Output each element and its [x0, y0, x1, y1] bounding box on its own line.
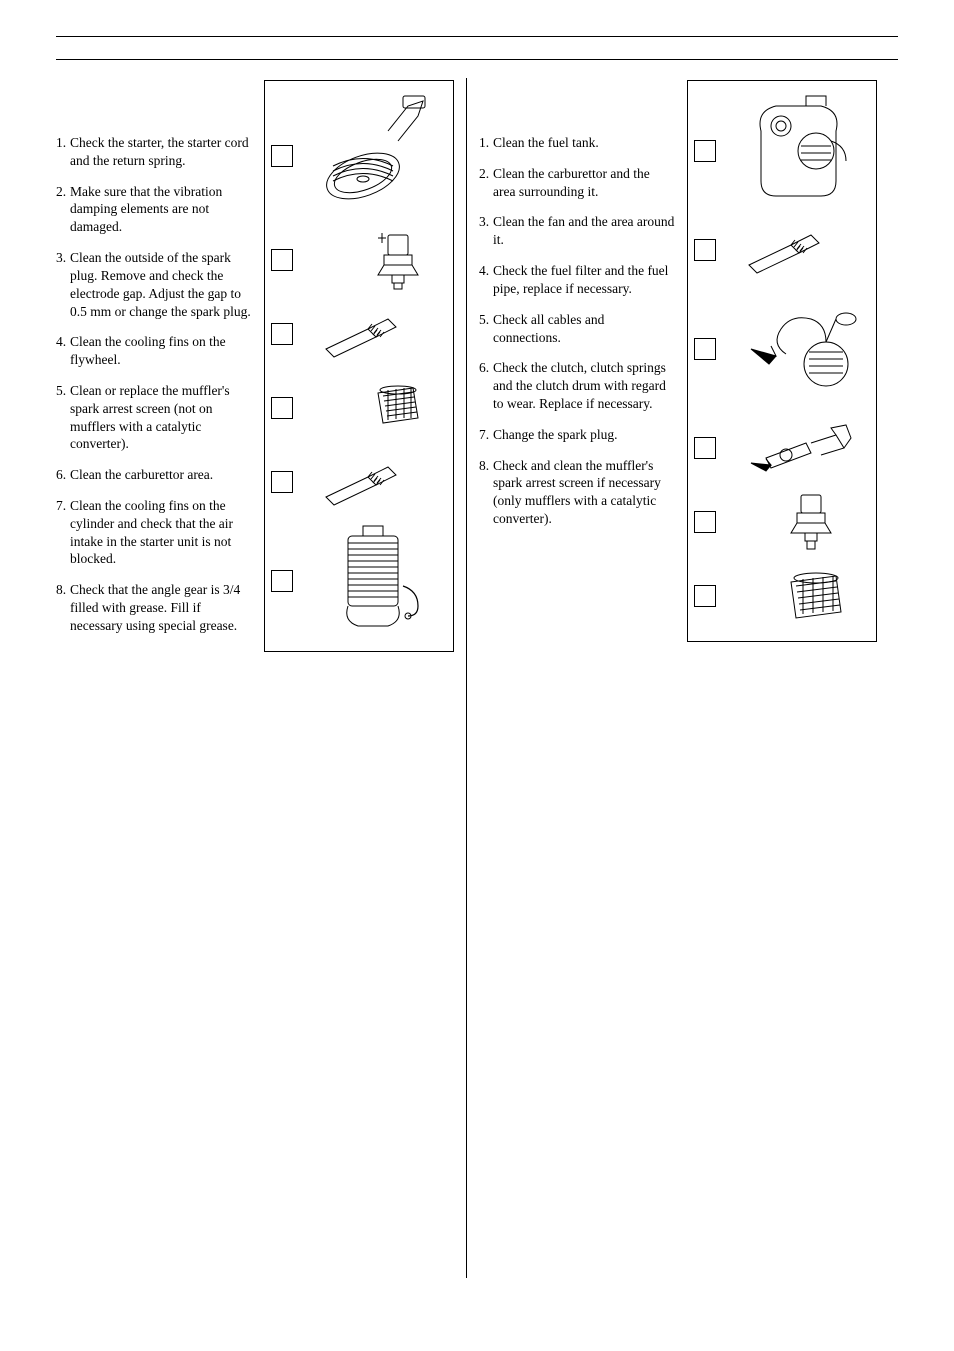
- list-item: Check that the angle gear is 3/4 filled …: [56, 581, 252, 634]
- figure-row: [271, 447, 447, 517]
- brush-illustration: [299, 457, 447, 507]
- list-item: Check and clean the muffler's spark arre…: [479, 457, 675, 528]
- content-columns: Check the starter, the starter cord and …: [56, 78, 898, 1278]
- list-text: Clean the outside of the spark plug. Rem…: [70, 250, 251, 318]
- brush-illustration: [722, 225, 870, 275]
- list-text: Change the spark plug.: [493, 427, 617, 442]
- figure-row: [271, 299, 447, 369]
- list-text: Clean the cooling fins on the cylinder a…: [70, 498, 233, 566]
- brush-illustration: [299, 309, 447, 359]
- list-text: Check and clean the muffler's spark arre…: [493, 458, 661, 526]
- checkbox[interactable]: [271, 397, 293, 419]
- list-item: Clean the fan and the area around it.: [479, 213, 675, 249]
- figure-row: [694, 91, 870, 211]
- list-item: Clean the cooling fins on the cylinder a…: [56, 497, 252, 568]
- list-text: Check the clutch, clutch springs and the…: [493, 360, 666, 411]
- list-text: Check the fuel filter and the fuel pipe,…: [493, 263, 668, 296]
- list-item: Check all cables and connections.: [479, 311, 675, 347]
- figure-row: [694, 487, 870, 557]
- checkbox[interactable]: [694, 437, 716, 459]
- left-text-column: Check the starter, the starter cord and …: [56, 78, 252, 1278]
- cylinder-fins-illustration: [299, 521, 447, 641]
- checkbox[interactable]: [694, 140, 716, 162]
- list-text: Check the starter, the starter cord and …: [70, 135, 249, 168]
- checkbox[interactable]: [271, 145, 293, 167]
- right-list: Clean the fuel tank. Clean the carburett…: [479, 134, 675, 528]
- list-item: Clean the carburettor area.: [56, 466, 252, 484]
- checkbox[interactable]: [271, 570, 293, 592]
- list-text: Clean the cooling fins on the flywheel.: [70, 334, 226, 367]
- starter-illustration: [299, 91, 447, 221]
- checkbox[interactable]: [694, 511, 716, 533]
- list-text: Clean the carburettor and the area surro…: [493, 166, 650, 199]
- figure-row: [694, 289, 870, 409]
- list-text: Clean the carburettor area.: [70, 467, 213, 482]
- checkbox[interactable]: [694, 585, 716, 607]
- list-item: Clean the outside of the spark plug. Rem…: [56, 249, 252, 320]
- clutch-illustration: [722, 413, 870, 483]
- fuel-filter-illustration: [722, 294, 870, 404]
- right-figure-column: [687, 78, 877, 1278]
- list-item: Change the spark plug.: [479, 426, 675, 444]
- list-text: Clean or replace the muffler's spark arr…: [70, 383, 230, 451]
- figure-row: [271, 521, 447, 641]
- list-item: Clean the cooling fins on the flywheel.: [56, 333, 252, 369]
- list-text: Check that the angle gear is 3/4 filled …: [70, 582, 240, 633]
- figure-row: [271, 91, 447, 221]
- list-item: Clean or replace the muffler's spark arr…: [56, 382, 252, 453]
- left-figure-box: [264, 80, 454, 652]
- list-item: Check the fuel filter and the fuel pipe,…: [479, 262, 675, 298]
- left-list: Check the starter, the starter cord and …: [56, 134, 252, 635]
- right-figure-box: [687, 80, 877, 642]
- list-item: Clean the carburettor and the area surro…: [479, 165, 675, 201]
- muffler-screen-illustration: [299, 378, 447, 438]
- list-item: Check the clutch, clutch springs and the…: [479, 359, 675, 412]
- column-divider: [466, 78, 467, 1278]
- fuel-tank-illustration: [722, 91, 870, 211]
- list-item: Clean the fuel tank.: [479, 134, 675, 152]
- list-item: Make sure that the vibration damping ele…: [56, 183, 252, 236]
- checkbox[interactable]: [271, 471, 293, 493]
- list-text: Clean the fuel tank.: [493, 135, 599, 150]
- list-text: Clean the fan and the area around it.: [493, 214, 674, 247]
- figure-row: [694, 215, 870, 285]
- spark-plug-illustration: [299, 225, 447, 295]
- checkbox[interactable]: [271, 249, 293, 271]
- figure-row: [271, 225, 447, 295]
- list-item: Check the starter, the starter cord and …: [56, 134, 252, 170]
- figure-row: [694, 561, 870, 631]
- figure-row: [271, 373, 447, 443]
- figure-row: [694, 413, 870, 483]
- second-rule: [56, 59, 898, 60]
- right-text-column: Clean the fuel tank. Clean the carburett…: [479, 78, 675, 1278]
- checkbox[interactable]: [694, 239, 716, 261]
- top-rule: [56, 36, 898, 37]
- spark-plug-illustration: [722, 487, 870, 557]
- list-text: Check all cables and connections.: [493, 312, 604, 345]
- checkbox[interactable]: [694, 338, 716, 360]
- left-figure-column: [264, 78, 454, 1278]
- list-text: Make sure that the vibration damping ele…: [70, 184, 222, 235]
- muffler-screen-illustration: [722, 564, 870, 629]
- checkbox[interactable]: [271, 323, 293, 345]
